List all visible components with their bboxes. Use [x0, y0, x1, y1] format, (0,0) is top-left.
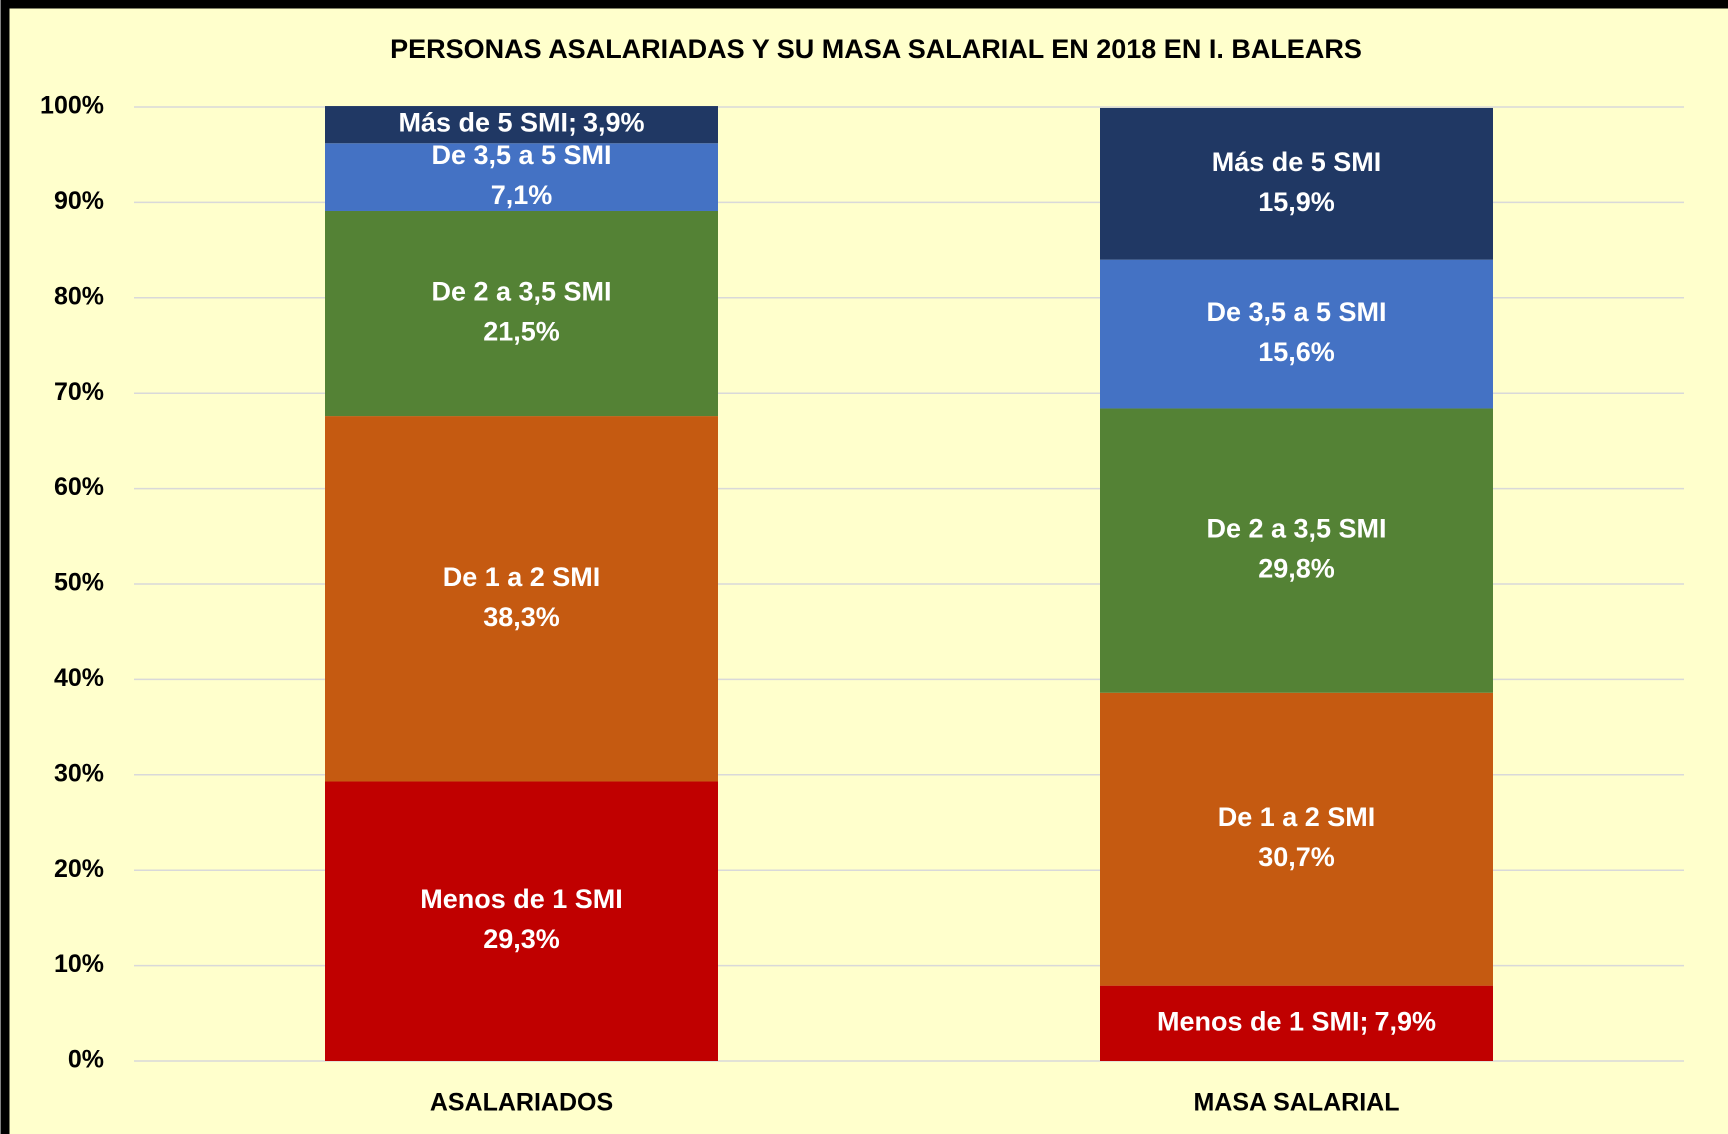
y-tick-label: 30% [54, 759, 104, 787]
data-label-name: Más de 5 SMI [1212, 147, 1382, 177]
y-tick-label: 80% [54, 282, 104, 310]
x-tick-label: ASALARIADOS [430, 1089, 613, 1117]
data-label-value: 15,6% [1258, 337, 1335, 367]
data-label: De 1 a 2 SMI 38,3% [443, 562, 601, 632]
data-label: De 3,5 a 5 SMI 15,6% [1206, 297, 1386, 367]
data-label: De 3,5 a 5 SMI 7,1% [431, 140, 611, 210]
y-tick-label: 90% [54, 187, 104, 215]
data-label: De 1 a 2 SMI 30,7% [1218, 802, 1376, 872]
data-label-name: De 1 a 2 SMI [1218, 802, 1376, 832]
y-tick-label: 60% [54, 473, 104, 501]
data-label-name: De 1 a 2 SMI [443, 562, 601, 592]
chart-title: PERSONAS ASALARIADAS Y SU MASA SALARIAL … [390, 34, 1362, 64]
data-label: Más de 5 SMI; 3,9% [398, 108, 644, 138]
data-label-name: Más de 5 SMI [398, 108, 568, 138]
data-label-name: De 2 a 3,5 SMI [1206, 514, 1386, 544]
data-label-value: 3,9% [583, 108, 645, 138]
data-label-value: 29,3% [483, 924, 560, 954]
bar-segment [325, 106, 718, 144]
data-label-value: 30,7% [1258, 842, 1335, 872]
data-label-separator: ; [1360, 1006, 1369, 1036]
y-tick-label: 40% [54, 664, 104, 692]
bar-segment [1100, 985, 1493, 1061]
data-label-name: De 3,5 a 5 SMI [431, 140, 611, 170]
bar-segment [1100, 107, 1493, 260]
bar-segment [1100, 692, 1493, 986]
data-label-value: 38,3% [483, 602, 560, 632]
data-label: Menos de 1 SMI 29,3% [420, 884, 623, 954]
data-label-value: 21,5% [483, 317, 560, 347]
bar-segment [325, 210, 718, 417]
data-label-name: Menos de 1 SMI [420, 884, 623, 914]
bar-segment [1100, 408, 1493, 693]
data-label: De 2 a 3,5 SMI 29,8% [1206, 514, 1386, 584]
y-tick-label: 10% [54, 950, 104, 978]
data-label: Más de 5 SMI 15,9% [1212, 147, 1382, 217]
y-tick-label: 70% [54, 378, 104, 406]
data-label: Menos de 1 SMI; 7,9% [1157, 1006, 1436, 1036]
y-tick-label: 0% [68, 1046, 104, 1074]
bar-segment [325, 416, 718, 782]
bar-segment [325, 143, 718, 211]
x-tick-label: MASA SALARIAL [1193, 1089, 1399, 1117]
bar-segment [1100, 259, 1493, 409]
y-tick-label: 20% [54, 855, 104, 883]
data-label-name: De 3,5 a 5 SMI [1206, 297, 1386, 327]
data-label-value: 7,1% [491, 180, 553, 210]
bar-segment [325, 781, 718, 1061]
y-tick-label: 50% [54, 569, 104, 597]
data-label-value: 15,9% [1258, 187, 1335, 217]
data-label-name: Menos de 1 SMI [1157, 1006, 1360, 1036]
data-label: De 2 a 3,5 SMI 21,5% [431, 277, 611, 347]
data-label-separator: ; [568, 108, 577, 138]
data-label-value: 7,9% [1375, 1006, 1437, 1036]
y-tick-label: 100% [40, 92, 104, 120]
data-label-value: 29,8% [1258, 554, 1335, 584]
data-label-name: De 2 a 3,5 SMI [431, 277, 611, 307]
